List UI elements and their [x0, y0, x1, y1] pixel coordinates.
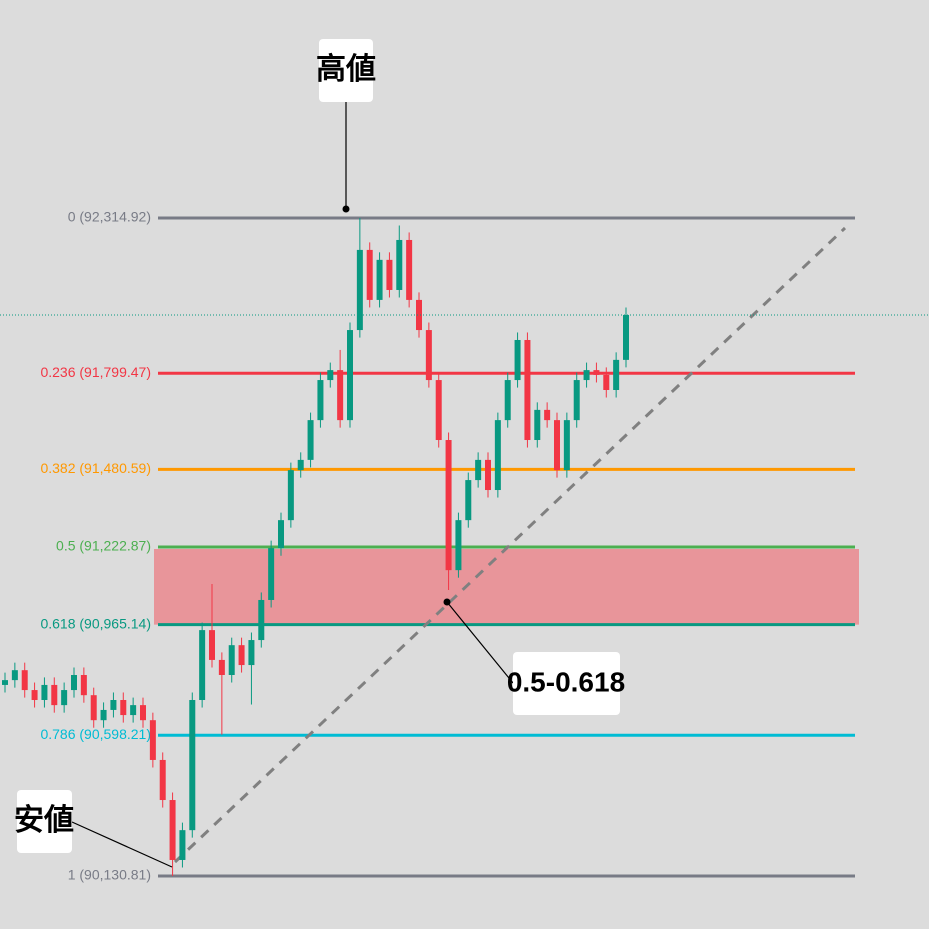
candle-body	[504, 380, 511, 421]
candle-body	[366, 249, 373, 300]
candle-body	[110, 700, 117, 710]
candle-body	[189, 700, 196, 831]
candle-body	[386, 259, 393, 290]
candle-body	[347, 330, 353, 421]
candle-body	[563, 420, 570, 471]
candle-body	[297, 459, 304, 471]
candle-body	[465, 480, 472, 521]
candle-body	[524, 339, 531, 441]
candle-body	[534, 409, 541, 441]
candle-body	[258, 599, 265, 641]
candle-body	[149, 720, 156, 760]
candles-layer	[0, 217, 929, 876]
candle-body	[140, 705, 146, 721]
candle-body	[287, 470, 294, 521]
fib-level-label: 0.786 (90,598.21)	[40, 726, 151, 742]
candle-body	[268, 548, 275, 600]
candle-body	[445, 440, 452, 571]
candle-body	[100, 709, 107, 721]
candle-body	[179, 830, 186, 860]
fib-level-label: 0.618 (90,965.14)	[40, 615, 151, 631]
candle-body	[248, 640, 255, 666]
candle-body	[416, 299, 422, 331]
candle-body	[80, 674, 87, 696]
candle-body	[31, 690, 38, 701]
candle-body	[455, 520, 462, 571]
candle-body	[61, 690, 68, 706]
candle-body	[228, 645, 235, 675]
label-box	[17, 790, 72, 853]
pointer	[71, 821, 173, 868]
candle-body	[514, 339, 521, 381]
candle-body	[425, 330, 432, 381]
zone-label: 0.5-0.618	[507, 666, 625, 697]
candle-body	[356, 249, 363, 331]
candle-body	[307, 420, 314, 460]
candle-body	[435, 380, 442, 441]
fib-trend-line	[173, 226, 847, 864]
candle-body	[603, 374, 610, 390]
candle-body	[573, 380, 580, 421]
candle-body	[278, 520, 284, 549]
levels-layer: 0 (92,314.92) 0.236 (91,799.47) 0.382 (91,…	[40, 209, 859, 883]
fib-level-label: 1 (90,130.81)	[68, 867, 151, 883]
fib-level-label: 0.236 (91,799.47)	[40, 364, 151, 380]
candle-body	[90, 695, 97, 721]
candle-body	[583, 370, 590, 381]
candle-body	[41, 684, 48, 701]
candle-body	[71, 674, 77, 691]
candle-body	[554, 420, 560, 471]
candle-body	[475, 459, 482, 481]
candle-body	[376, 259, 383, 300]
candle-body	[337, 370, 344, 421]
fib-level-label: 0 (92,314.92)	[68, 209, 151, 225]
candle-body	[613, 359, 620, 390]
candle-body	[209, 630, 215, 660]
candle-body	[11, 670, 18, 681]
candle-body	[544, 409, 551, 421]
candle-body	[406, 239, 413, 300]
annotations-layer: 高値 安値 0.5-0.618	[14, 39, 625, 868]
high-label: 高値	[316, 53, 376, 86]
candle-body	[623, 314, 629, 360]
label-box	[513, 652, 620, 715]
candle-body	[2, 680, 8, 685]
candle-body	[317, 380, 324, 421]
candle-body	[120, 700, 127, 716]
pointer-dot	[443, 598, 451, 606]
candle-body	[396, 239, 403, 290]
candle-body	[159, 759, 166, 801]
label-box	[319, 39, 373, 102]
candle-body	[218, 659, 225, 675]
candle-body	[130, 705, 137, 716]
candle-body	[327, 370, 334, 381]
candle-body	[51, 684, 58, 706]
candle-body	[485, 459, 491, 491]
candle-body	[21, 670, 28, 691]
candle-body	[169, 800, 176, 860]
low-label: 安値	[14, 804, 74, 837]
candle-body	[593, 370, 600, 375]
candle-body	[238, 645, 245, 666]
candle-body	[494, 420, 501, 491]
pointer	[446, 601, 514, 684]
candle-body	[199, 630, 206, 701]
fib-level-label: 0.5 (91,222.87)	[56, 538, 151, 554]
fib-level-label: 0.382 (91,480.59)	[40, 460, 151, 476]
pointer-dot	[342, 205, 350, 213]
